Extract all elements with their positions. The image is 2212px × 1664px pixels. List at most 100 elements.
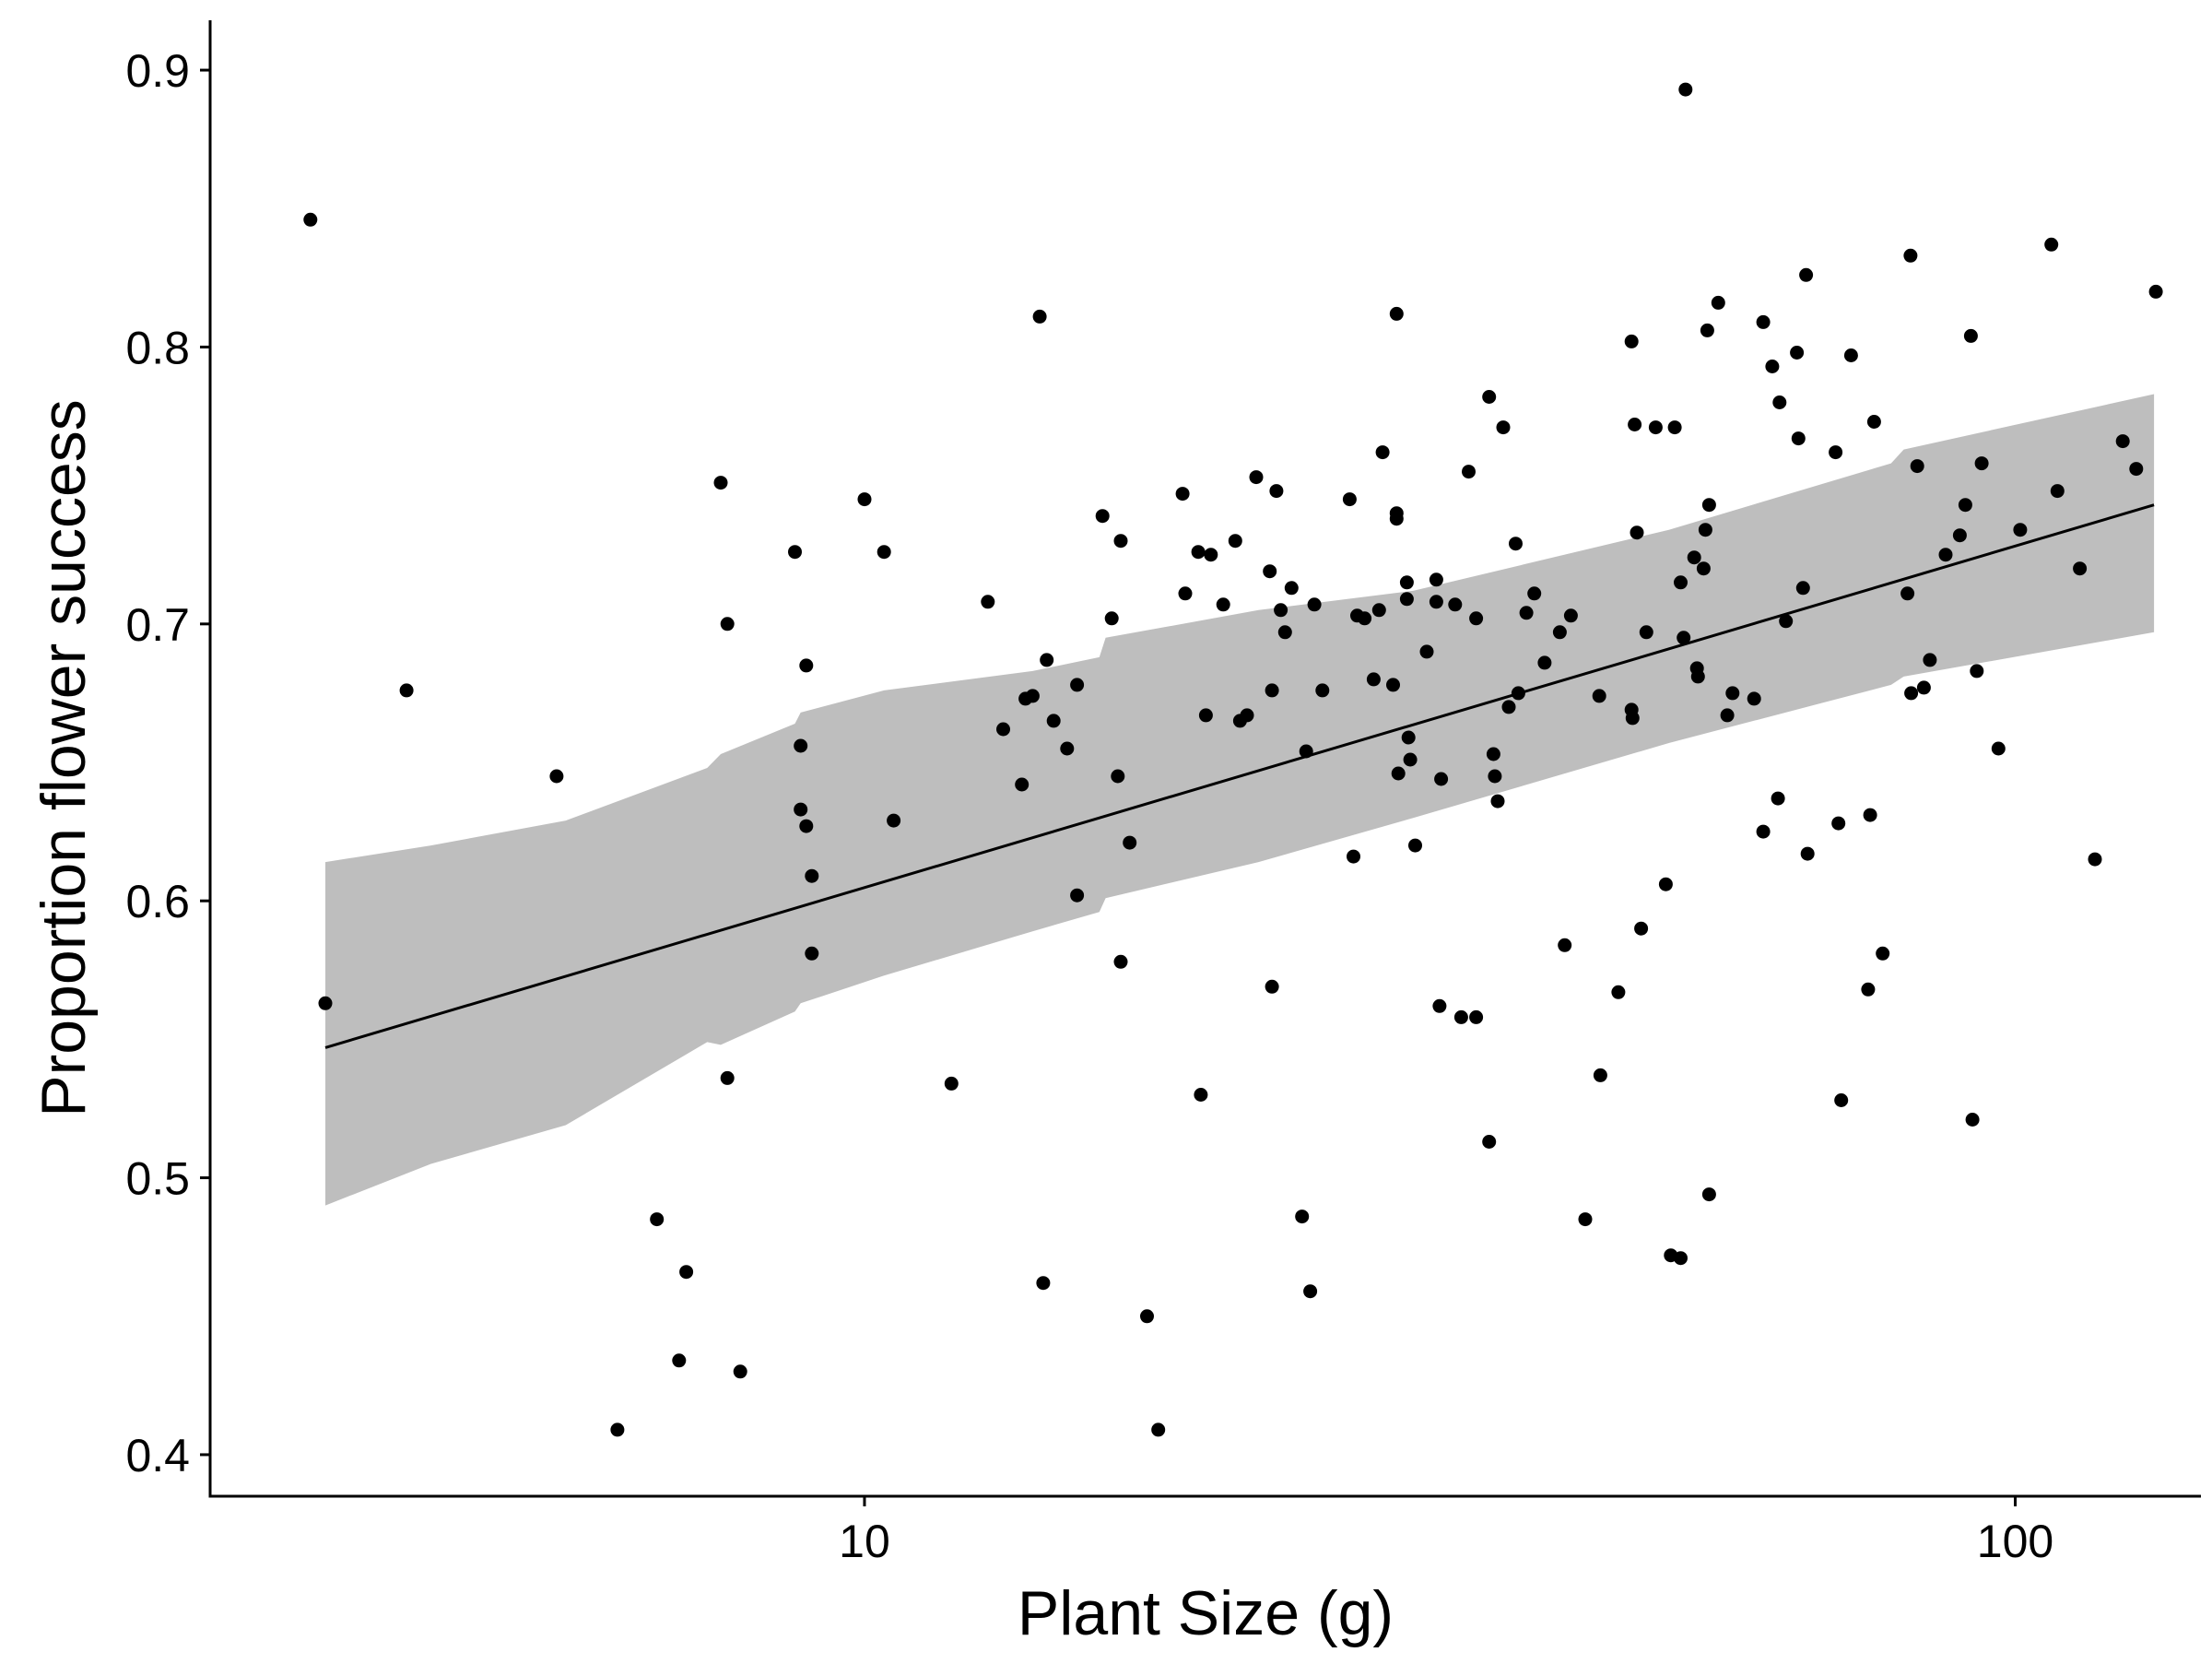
- data-point: [1799, 267, 1814, 282]
- data-point: [794, 738, 808, 753]
- data-point: [1700, 323, 1714, 337]
- data-point: [2088, 852, 2102, 867]
- x-axis-title: Plant Size (g): [1018, 1578, 1394, 1648]
- data-point: [1204, 548, 1218, 562]
- data-point: [1216, 597, 1230, 612]
- data-point: [996, 722, 1010, 737]
- data-point: [1747, 691, 1761, 706]
- data-point: [1429, 572, 1443, 587]
- data-point: [1191, 545, 1206, 560]
- data-point: [1991, 741, 2006, 756]
- data-point: [1903, 248, 1918, 263]
- data-point: [1876, 946, 1890, 961]
- data-point: [805, 868, 819, 883]
- data-point: [1490, 794, 1505, 808]
- data-point: [1829, 445, 1843, 460]
- data-point: [1624, 334, 1639, 348]
- data-point: [1725, 686, 1740, 701]
- data-point: [1592, 689, 1606, 703]
- data-point: [1711, 295, 1725, 310]
- data-point: [1228, 534, 1242, 549]
- data-point: [2013, 523, 2028, 537]
- data-point: [1501, 700, 1516, 714]
- data-point: [1391, 766, 1406, 781]
- y-tick-label: 0.8: [125, 322, 190, 373]
- data-point: [1923, 653, 1937, 667]
- data-point: [1863, 808, 1877, 822]
- data-point: [1843, 348, 1858, 362]
- data-point: [788, 545, 802, 560]
- data-point: [672, 1353, 687, 1368]
- data-point: [1639, 625, 1653, 640]
- data-point: [1277, 625, 1292, 640]
- y-tick-label: 0.7: [125, 599, 190, 651]
- data-point: [1070, 888, 1085, 903]
- data-point: [1448, 597, 1463, 612]
- data-point: [1265, 979, 1279, 994]
- data-point: [1070, 678, 1085, 692]
- data-point: [1194, 1088, 1208, 1102]
- data-point: [1389, 306, 1404, 321]
- data-point: [1678, 82, 1693, 97]
- data-point: [799, 658, 814, 673]
- data-point: [1453, 1009, 1468, 1024]
- data-point: [1386, 678, 1400, 692]
- data-point: [1963, 328, 1978, 343]
- data-point: [799, 819, 814, 833]
- data-point: [1284, 581, 1299, 596]
- data-point: [1552, 625, 1567, 640]
- data-point: [1904, 686, 1919, 701]
- data-point: [1025, 689, 1040, 703]
- data-point: [733, 1364, 747, 1379]
- x-axis-ticks: 10 100: [839, 1496, 2053, 1567]
- data-point: [720, 617, 735, 631]
- data-point: [1687, 550, 1701, 565]
- data-point: [1303, 1284, 1318, 1299]
- data-point: [2148, 284, 2163, 299]
- data-point: [1469, 1009, 1484, 1024]
- data-point: [1800, 846, 1815, 861]
- data-point: [857, 492, 872, 507]
- data-point: [1509, 537, 1523, 551]
- data-point: [1032, 309, 1047, 324]
- data-point: [1698, 523, 1712, 537]
- data-point: [1677, 631, 1691, 645]
- data-point: [1046, 714, 1061, 728]
- data-point: [1295, 1210, 1310, 1224]
- data-point: [1791, 431, 1806, 446]
- data-point: [1434, 772, 1449, 786]
- data-point: [1952, 528, 1967, 543]
- data-point: [1970, 664, 1984, 679]
- data-point: [1720, 708, 1735, 723]
- data-point: [944, 1076, 959, 1091]
- data-point: [1772, 395, 1787, 409]
- data-point: [2073, 561, 2088, 576]
- y-tick-label: 0.9: [125, 45, 190, 97]
- x-tick-label: 100: [1977, 1516, 2053, 1567]
- data-point: [1658, 877, 1673, 891]
- data-point: [1482, 390, 1497, 404]
- data-point: [1831, 816, 1846, 831]
- data-point: [1674, 575, 1688, 590]
- y-axis-ticks: 0.4 0.5 0.6 0.7 0.8 0.9: [125, 45, 210, 1481]
- data-point: [1958, 498, 1972, 513]
- data-point: [1701, 1187, 1716, 1202]
- data-point: [713, 476, 728, 490]
- data-point: [1299, 744, 1313, 759]
- data-point: [1111, 769, 1125, 784]
- data-point: [1358, 611, 1372, 626]
- data-point: [877, 545, 891, 560]
- data-point: [1178, 586, 1193, 601]
- data-point: [1113, 534, 1128, 549]
- data-point: [1519, 606, 1534, 620]
- data-point: [1488, 769, 1502, 784]
- data-point: [1634, 921, 1649, 936]
- data-point: [1790, 346, 1805, 360]
- data-point: [1040, 653, 1054, 667]
- data-point: [1198, 708, 1213, 723]
- data-point: [1104, 611, 1119, 626]
- data-point: [1756, 314, 1771, 329]
- y-tick-label: 0.6: [125, 876, 190, 927]
- data-point: [1366, 672, 1381, 687]
